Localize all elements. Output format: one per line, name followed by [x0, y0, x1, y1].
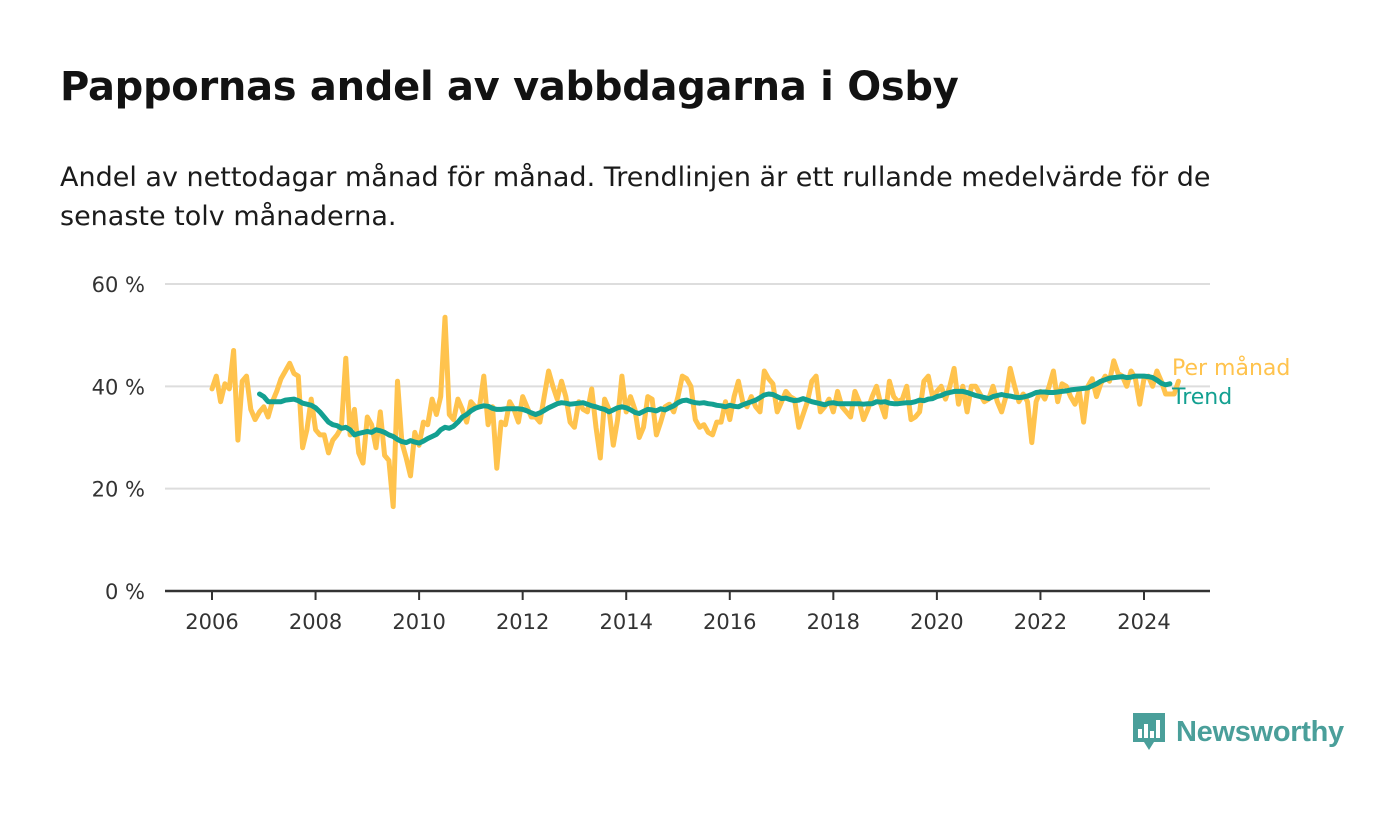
y-axis-tick-labels: 0 % 20 % 40 % 60 %: [92, 273, 145, 604]
chart-title: Pappornas andel av vabbdagarna i Osby: [60, 64, 959, 110]
chart-subtitle: Andel av nettodagar månad för månad. Tre…: [60, 162, 1211, 232]
series-line-per-manad: [209, 314, 1181, 510]
x-tick-label: 2008: [289, 610, 342, 634]
newsworthy-logo-icon: [1133, 713, 1165, 750]
x-tick-label: 2014: [599, 610, 652, 634]
x-tick-label: 2022: [1014, 610, 1067, 634]
x-tick-label: 2018: [807, 610, 860, 634]
x-tick-label: 2024: [1117, 610, 1170, 634]
y-tick-label: 60 %: [92, 273, 145, 297]
x-tick-label: 2010: [392, 610, 445, 634]
y-tick-label: 0 %: [105, 580, 145, 604]
series-line-trend: [257, 373, 1173, 446]
y-tick-label: 20 %: [92, 478, 145, 502]
data-series: [209, 314, 1181, 510]
gridlines: [165, 283, 1210, 490]
newsworthy-logo: Newsworthy: [1132, 712, 1344, 752]
brand-name: Newsworthy: [1176, 715, 1344, 748]
x-tick-label: 2012: [496, 610, 549, 634]
legend-label-trend: Trend: [1171, 385, 1232, 410]
x-tick-label: 2020: [910, 610, 963, 634]
legend: Per månad Trend: [1171, 355, 1290, 410]
y-tick-label: 40 %: [92, 375, 145, 399]
x-axis: 2006 2008 2010 2012 2014 2016 2018 2020 2022 2024: [165, 589, 1210, 634]
legend-label-per-manad: Per månad: [1172, 355, 1290, 381]
x-tick-label: 2016: [703, 610, 756, 634]
x-tick-label: 2006: [185, 610, 238, 634]
